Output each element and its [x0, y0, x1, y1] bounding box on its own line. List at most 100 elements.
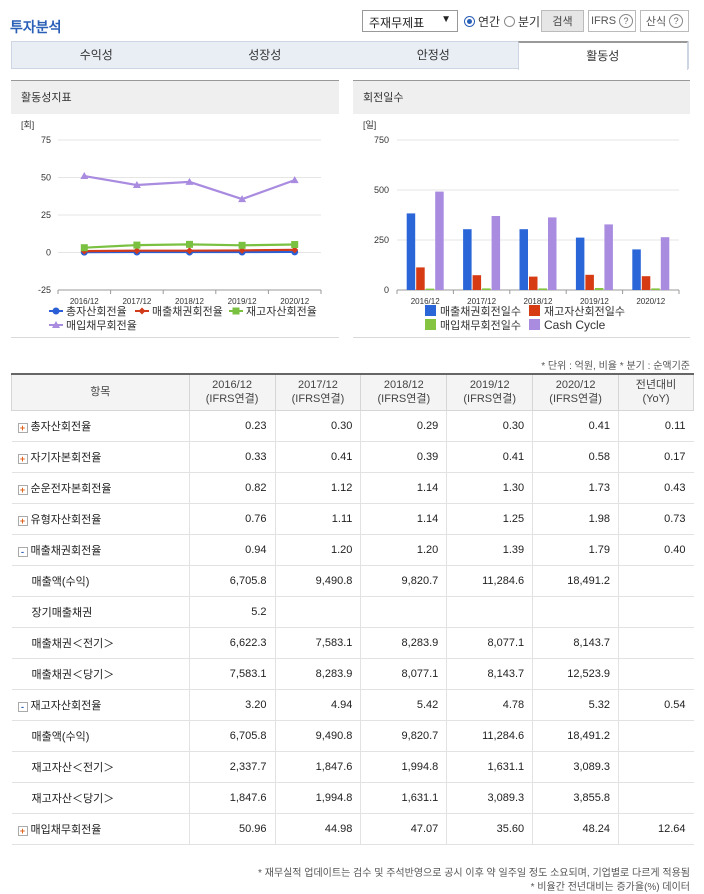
value-cell: 0.58 [532, 441, 619, 473]
tab-growth[interactable]: 성장성 [248, 48, 282, 62]
data-point [291, 241, 299, 249]
turnover-days-panel: 회전일수 [일] 750 500 250 0 2016/12 2017/12 2018/12 2… [353, 80, 690, 338]
table-row: + 순운전자본회전율 0.82 1.12 1.14 1.30 1.73 0.43 [11, 472, 694, 504]
column-header-basis: (IFRS연결) [377, 393, 431, 406]
x-tick-label: 2018/12 [524, 297, 553, 306]
row-label[interactable]: 재고자산회전율 [30, 699, 102, 712]
x-tick-label: 2016/12 [411, 297, 440, 306]
value-cell: 6,705.8 [188, 565, 275, 597]
expand-icon[interactable]: + [17, 825, 28, 836]
value-cell: 2,337.7 [188, 751, 275, 783]
legend-marker [52, 307, 60, 315]
row-label[interactable]: 총자산회전율 [30, 420, 92, 433]
value-cell: 3.20 [188, 689, 275, 721]
table-row: - 재고자산회전율 3.20 4.94 5.42 4.78 5.32 0.54 [11, 689, 694, 721]
row-label[interactable]: 매입채무회전율 [30, 823, 102, 836]
search-button[interactable]: 검색 [541, 10, 584, 32]
value-cell: 1,994.8 [360, 751, 447, 783]
value-cell: 0.17 [618, 441, 694, 473]
table-row: 매출채권＜당기＞ 7,583.1 8,283.9 8,077.1 8,143.7 12,5… [11, 658, 694, 690]
column-header: 2016/12 (IFRS연결) [188, 373, 276, 411]
data-point [133, 241, 141, 249]
data-point [238, 241, 246, 249]
formula-label: 산식 [645, 16, 667, 28]
expand-icon[interactable]: + [17, 422, 28, 433]
bar [660, 237, 670, 290]
legend-label: 매출채권회전일수 [440, 304, 521, 318]
bar [463, 229, 472, 290]
x-tick-label: 2017/12 [467, 297, 496, 306]
value-cell: 18,491.2 [532, 720, 619, 752]
table-row: + 매입채무회전율 50.96 44.98 47.07 35.60 48.24 12.64 [11, 813, 694, 845]
y-tick-label: 50 [41, 173, 51, 183]
value-cell: 5.42 [360, 689, 447, 721]
legend-marker [138, 307, 146, 315]
value-cell: 11,284.6 [446, 720, 533, 752]
radio-quarter[interactable]: 분기 [504, 13, 540, 30]
value-cell [618, 782, 694, 814]
footnote: * 비율간 전년대비는 증가율(%) 데이터 [530, 882, 690, 893]
bar [575, 237, 585, 290]
collapse-icon[interactable]: - [17, 701, 28, 712]
tab-profitability[interactable]: 수익성 [79, 48, 113, 62]
y-tick-label: 0 [384, 285, 389, 295]
value-cell: 1,847.6 [188, 782, 275, 814]
value-cell: 9,490.8 [274, 565, 361, 597]
tab-activity[interactable]: 활동성 [517, 41, 688, 70]
ifrs-help-button[interactable]: IFRS ? [588, 10, 636, 32]
value-cell [274, 596, 361, 628]
column-header: 2017/12 (IFRS연결) [274, 373, 362, 411]
table-row: 장기매출채권 5.2 [11, 596, 694, 628]
value-cell: 0.54 [618, 689, 694, 721]
row-label[interactable]: 자기자본회전율 [30, 451, 102, 464]
tab-stability[interactable]: 안정성 [416, 48, 450, 62]
value-cell: 0.11 [618, 410, 694, 442]
value-cell: 1.79 [532, 534, 619, 566]
column-header: 2020/12 (IFRS연결) [532, 373, 620, 411]
value-cell [532, 596, 619, 628]
column-header: 항목 [11, 373, 190, 411]
value-cell [360, 596, 447, 628]
table-row: 매출액(수익) 6,705.8 9,490.8 9,820.7 11,284.6 18,4… [11, 565, 694, 597]
bar [425, 288, 435, 290]
activity-table: 항목 2016/12 (IFRS연결) 2017/12 (IFRS연결) 2018/12(… [11, 373, 694, 845]
expand-icon[interactable]: + [17, 484, 28, 495]
row-label-cell: 매출액(수익) [11, 720, 190, 752]
panel-title: 회전일수 [353, 80, 690, 114]
legend-marker [52, 321, 60, 328]
row-label[interactable]: 순운전자본회전율 [30, 482, 112, 495]
y-tick-label: 75 [41, 135, 51, 145]
value-cell: 1.14 [360, 472, 447, 504]
row-label-cell: + 순운전자본회전율 [11, 472, 190, 504]
value-cell: 0.76 [188, 503, 275, 535]
table-row: + 유형자산회전율 0.76 1.11 1.14 1.25 1.98 0.73 [11, 503, 694, 535]
statement-select[interactable]: 주재무제표 ▼ [362, 10, 458, 32]
table-row: 매출액(수익) 6,705.8 9,490.8 9,820.7 11,284.6 18,4… [11, 720, 694, 752]
value-cell: 1.39 [446, 534, 533, 566]
unit-note: * 단위 : 억원, 비율 * 분기 : 순액기준 [541, 361, 690, 372]
data-point [186, 247, 193, 255]
column-header: 2019/12 (IFRS연결) [446, 373, 534, 411]
expand-icon[interactable]: + [17, 515, 28, 526]
legend-label: Cash Cycle [544, 318, 606, 332]
formula-help-button[interactable]: 산식 ? [640, 10, 689, 32]
row-label[interactable]: 유형자산회전율 [30, 513, 102, 526]
radio-annual[interactable]: 연간 [464, 13, 500, 30]
column-header-period: 2020/12 [555, 379, 596, 392]
collapse-icon[interactable]: - [17, 546, 28, 557]
value-cell: 50.96 [188, 813, 275, 845]
value-cell: 4.78 [446, 689, 533, 721]
page-title: 투자분석 [10, 19, 62, 35]
turnover-days-bar-chart: [일] 750 500 250 0 2016/12 2017/12 2018/12 2019/1… [363, 120, 680, 332]
column-header-basis: (IFRS연결) [549, 393, 602, 406]
row-label-cell: - 매출채권회전율 [11, 534, 190, 566]
column-header: 전년대비 (YoY) [618, 373, 694, 411]
value-cell: 8,143.7 [446, 658, 533, 690]
value-cell: 0.39 [360, 441, 447, 473]
row-label-cell: - 재고자산회전율 [11, 689, 190, 721]
expand-icon[interactable]: + [17, 453, 28, 464]
value-cell: 8,077.1 [446, 627, 533, 659]
row-label[interactable]: 매출채권회전율 [30, 544, 102, 557]
bar [491, 216, 501, 290]
value-cell: 1.14 [360, 503, 447, 535]
